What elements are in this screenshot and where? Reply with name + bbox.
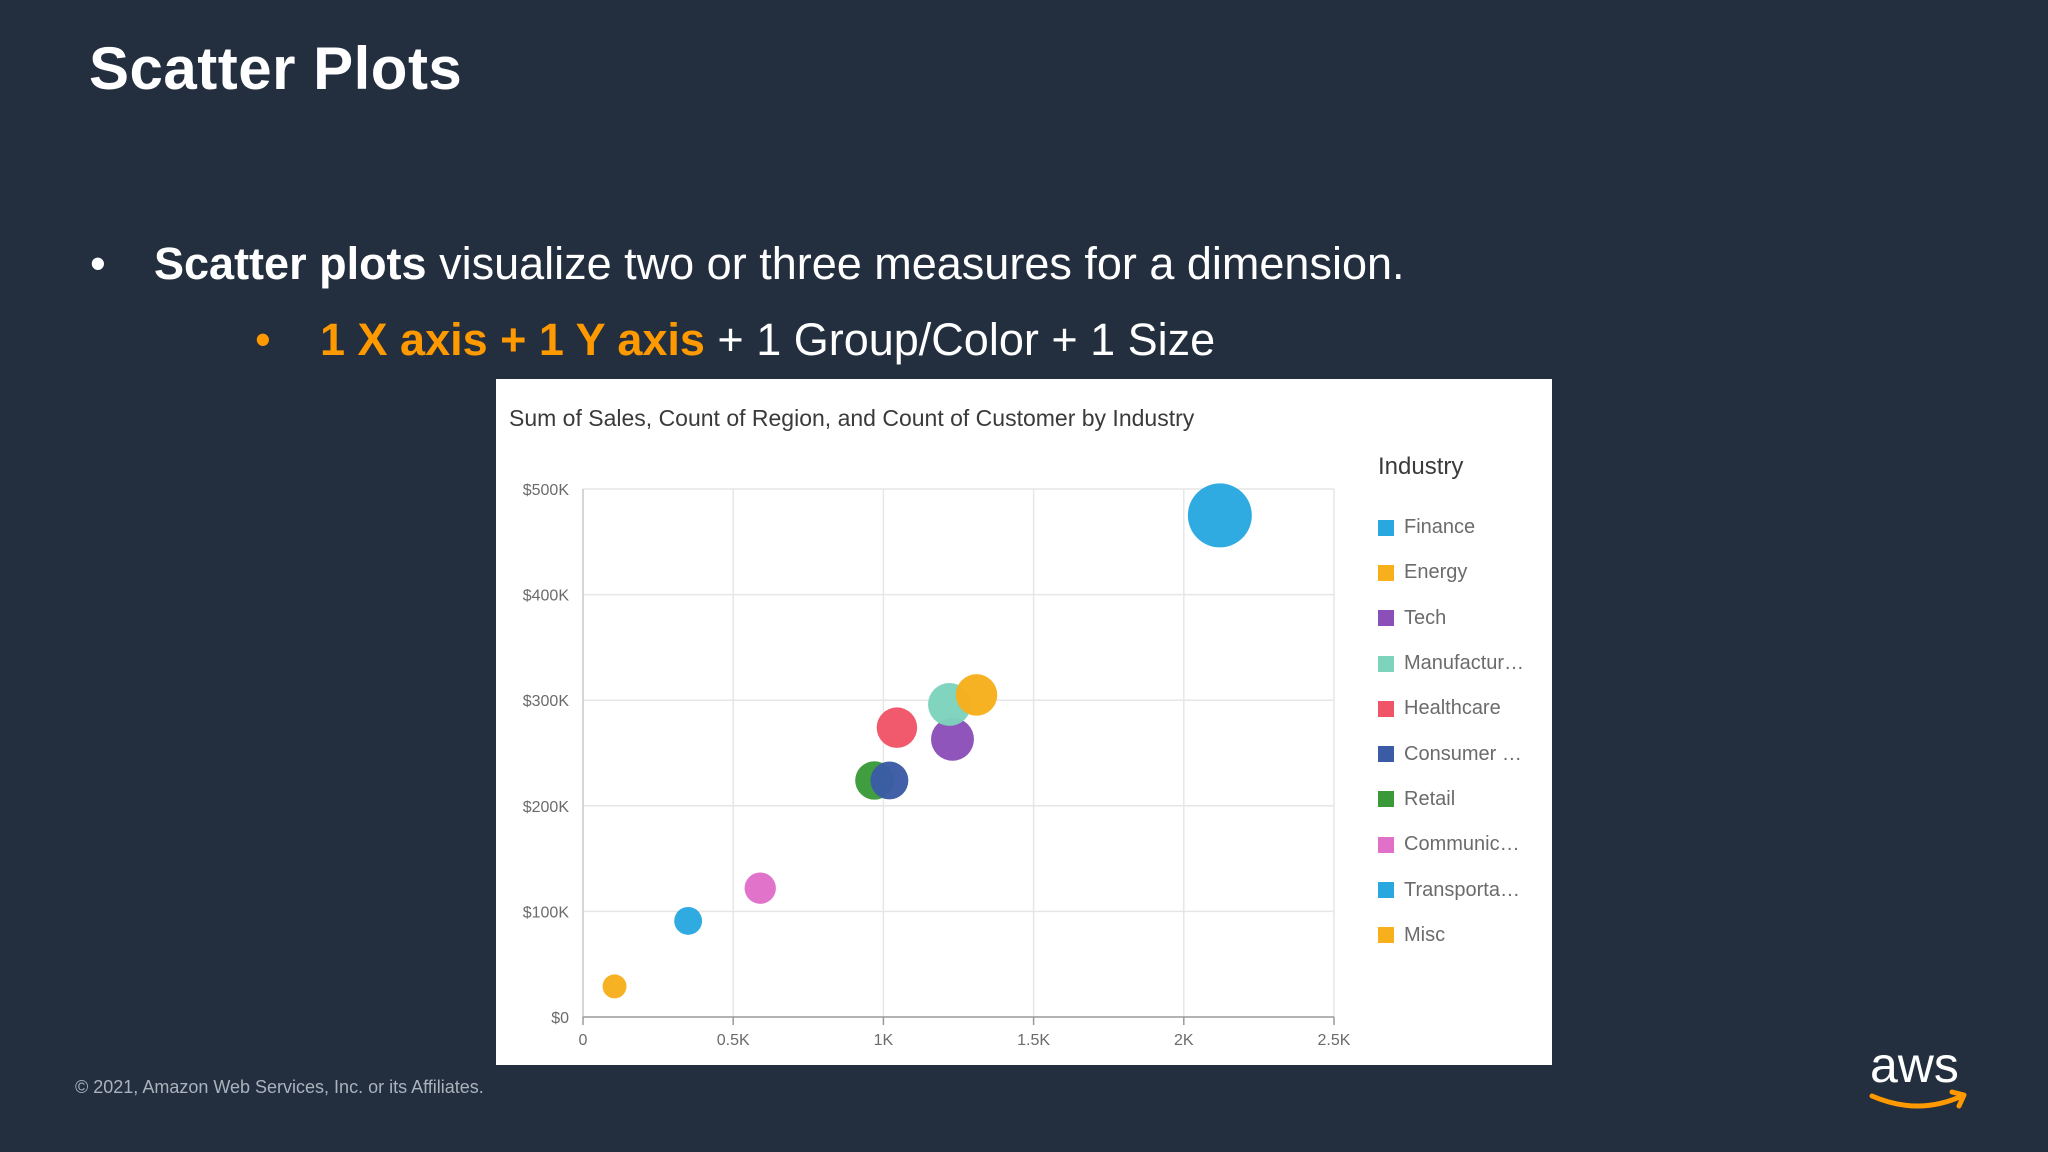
data-point-consumer[interactable] (870, 761, 909, 800)
legend-swatch (1378, 564, 1394, 581)
legend-label: Healthcare (1404, 697, 1501, 720)
legend-swatch (1378, 836, 1394, 853)
legend-item-retail[interactable]: Retail (1378, 777, 1548, 822)
y-tick-label: $100K (523, 904, 570, 921)
tick-labels: $0 $100K $200K $300K $400K $500K 0 0.5K 1K 1.5K 2K… (523, 482, 1351, 1049)
aws-logo-text: aws (1870, 1040, 1959, 1093)
bullet-2-highlight: 1 X axis + 1 Y axis (320, 314, 705, 365)
bullet-dot: • (90, 238, 106, 289)
bullet-2-rest: + 1 Group/Color + 1 Size (704, 314, 1216, 365)
data-point-energy[interactable] (955, 674, 998, 716)
bullet-1-text: Scatter plots visualize two or three mea… (154, 238, 1405, 290)
legend-swatch (1378, 791, 1394, 808)
legend-item-consumer[interactable]: Consumer … (1378, 731, 1548, 776)
bullet-1-bold: Scatter plots (154, 238, 427, 289)
x-tick-label: 1.5K (1017, 1032, 1050, 1049)
legend-items: Finance Energy Tech Manufactur… Healthcare Co… (1378, 505, 1548, 958)
legend-label: Retail (1404, 787, 1456, 810)
slide-title: Scatter Plots (89, 35, 463, 102)
legend-swatch (1378, 882, 1394, 899)
aws-logo: aws (1869, 1040, 1967, 1109)
legend-swatch (1378, 746, 1394, 763)
legend-item-finance[interactable]: Finance (1378, 505, 1548, 550)
x-tick-label: 1K (874, 1032, 894, 1049)
aws-arrow-icon (1949, 1089, 1967, 1109)
y-tick-label: $0 (551, 1010, 569, 1027)
legend-item-misc[interactable]: Misc (1378, 913, 1548, 958)
legend-title: Industry (1378, 453, 1464, 480)
legend-label: Consumer … (1404, 742, 1522, 765)
y-tick-label: $500K (523, 482, 570, 499)
y-tick-label: $200K (523, 799, 570, 816)
sub-bullet-dot: • (255, 314, 271, 365)
legend-swatch (1378, 655, 1394, 672)
data-point-transportation[interactable] (674, 906, 703, 935)
scatter-chart: Sum of Sales, Count of Region, and Count… (509, 405, 1351, 1049)
x-tick-label: 2.5K (1318, 1032, 1351, 1049)
axes (582, 489, 1335, 1025)
chart-title: Sum of Sales, Count of Region, and Count… (509, 405, 1195, 431)
data-points (602, 483, 1252, 999)
y-tick-label: $300K (523, 693, 570, 710)
x-tick-label: 2K (1174, 1032, 1194, 1049)
data-point-communications[interactable] (744, 872, 776, 904)
data-point-misc[interactable] (602, 974, 627, 999)
aws-smile-icon (1869, 1093, 1965, 1109)
legend-label: Transporta… (1404, 878, 1520, 901)
bullet-2-text: 1 X axis + 1 Y axis + 1 Group/Color + 1 … (320, 314, 1215, 366)
scatter-chart-card: Sum of Sales, Count of Region, and Count… (496, 379, 1552, 1065)
y-tick-label: $400K (523, 588, 570, 605)
data-point-healthcare[interactable] (876, 707, 918, 748)
legend-label: Manufactur… (1404, 652, 1525, 675)
legend-item-communications[interactable]: Communic… (1378, 822, 1548, 867)
legend-item-energy[interactable]: Energy (1378, 550, 1548, 595)
legend-label: Energy (1404, 561, 1468, 584)
legend-item-healthcare[interactable]: Healthcare (1378, 686, 1548, 731)
legend-label: Communic… (1404, 833, 1520, 856)
x-tick-label: 0 (579, 1032, 588, 1049)
copyright-footer: © 2021, Amazon Web Services, Inc. or its… (75, 1077, 484, 1097)
legend-label: Finance (1404, 516, 1476, 539)
legend-item-tech[interactable]: Tech (1378, 596, 1548, 641)
legend-swatch (1378, 927, 1394, 944)
data-point-tech[interactable] (931, 717, 974, 761)
legend: Industry Finance Energy Tech Manufactur… Hea… (1378, 453, 1548, 958)
legend-swatch (1378, 610, 1394, 627)
legend-swatch (1378, 700, 1394, 717)
bullet-1-rest: visualize two or three measures for a di… (426, 238, 1405, 289)
legend-label: Misc (1404, 923, 1446, 946)
legend-item-transportation[interactable]: Transporta… (1378, 867, 1548, 912)
legend-label: Tech (1404, 606, 1447, 629)
x-tick-label: 0.5K (717, 1032, 750, 1049)
legend-swatch (1378, 519, 1394, 536)
data-point-finance[interactable] (1187, 483, 1252, 548)
legend-item-manufacturing[interactable]: Manufactur… (1378, 641, 1548, 686)
